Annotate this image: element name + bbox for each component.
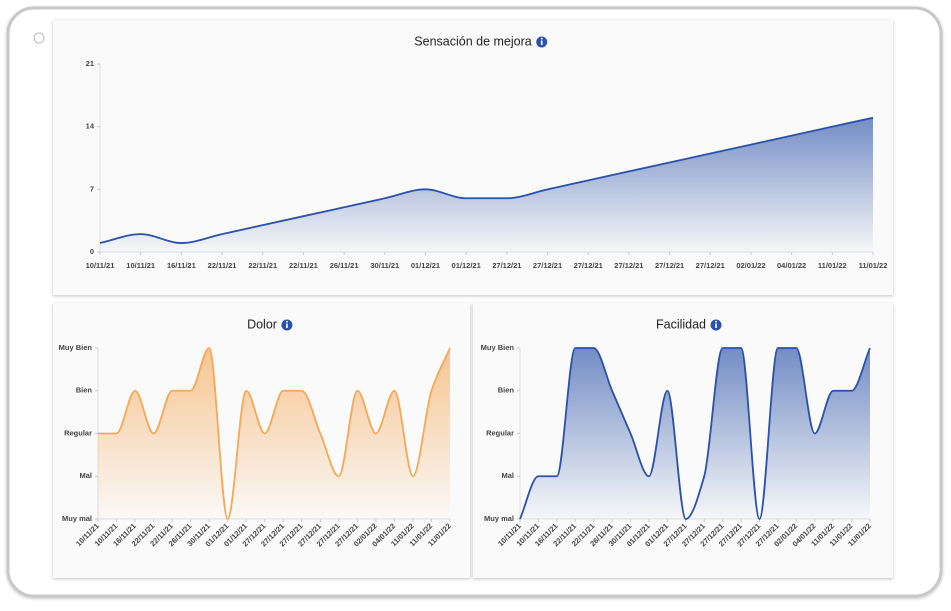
x-tick-label: 22/11/21 [289, 261, 318, 270]
x-tick-label: 04/01/22 [777, 261, 806, 270]
y-tick-label: Bien [76, 386, 93, 395]
x-tick-label: 11/01/22 [818, 261, 847, 270]
y-tick-label: Regular [486, 428, 514, 437]
x-tick-label: 22/11/21 [248, 261, 277, 270]
x-tick-label: 01/12/21 [411, 261, 440, 270]
y-tick-label: Mal [79, 471, 92, 480]
y-tick-label: Bien [498, 386, 515, 395]
x-tick-label: 27/12/21 [696, 261, 725, 270]
window-dot[interactable] [33, 32, 45, 44]
area [100, 117, 873, 252]
info-icon-glyph [715, 320, 717, 323]
line [99, 116, 874, 244]
x-tick-label: 27/12/21 [533, 261, 562, 270]
chart-title: Sensación de mejora [414, 34, 531, 48]
y-tick-label: Muy Bien [59, 343, 93, 352]
y-tick-label: Muy Bien [481, 343, 515, 352]
info-icon-glyph [540, 40, 543, 45]
info-icon-glyph [286, 323, 288, 328]
x-tick-label: 27/12/21 [655, 261, 684, 270]
y-tick-label: Regular [64, 428, 92, 437]
line [98, 347, 451, 520]
y-tick-label: 21 [86, 59, 94, 68]
x-tick-label: 16/11/21 [167, 261, 196, 270]
x-tick-label: 30/11/21 [370, 261, 399, 270]
x-tick-label: 22/11/21 [208, 261, 237, 270]
x-tick-label: 26/11/21 [330, 261, 359, 270]
info-icon-glyph [540, 37, 543, 40]
y-tick-label: 14 [86, 122, 95, 131]
y-tick-label: 0 [90, 247, 94, 256]
line [519, 347, 871, 520]
x-tick-label: 27/12/21 [492, 261, 521, 270]
x-tick-label: 10/11/21 [126, 261, 155, 270]
y-tick-label: 7 [90, 184, 94, 193]
x-tick-label: 02/01/22 [736, 261, 765, 270]
y-tick-label: Muy mal [62, 514, 92, 523]
area [520, 348, 870, 519]
x-tick-label: 27/12/21 [614, 261, 643, 270]
x-tick-label: 27/12/21 [574, 261, 603, 270]
info-icon-glyph [715, 323, 717, 328]
chart-title: Facilidad [656, 317, 706, 331]
x-tick-label: 11/01/22 [859, 261, 888, 270]
x-tick-label: 10/11/21 [86, 261, 115, 270]
chart-title: Dolor [247, 317, 277, 331]
info-icon-glyph [286, 320, 288, 323]
x-tick-label: 01/12/21 [452, 261, 481, 270]
y-tick-label: Muy mal [484, 514, 514, 523]
y-tick-label: Mal [501, 471, 514, 480]
